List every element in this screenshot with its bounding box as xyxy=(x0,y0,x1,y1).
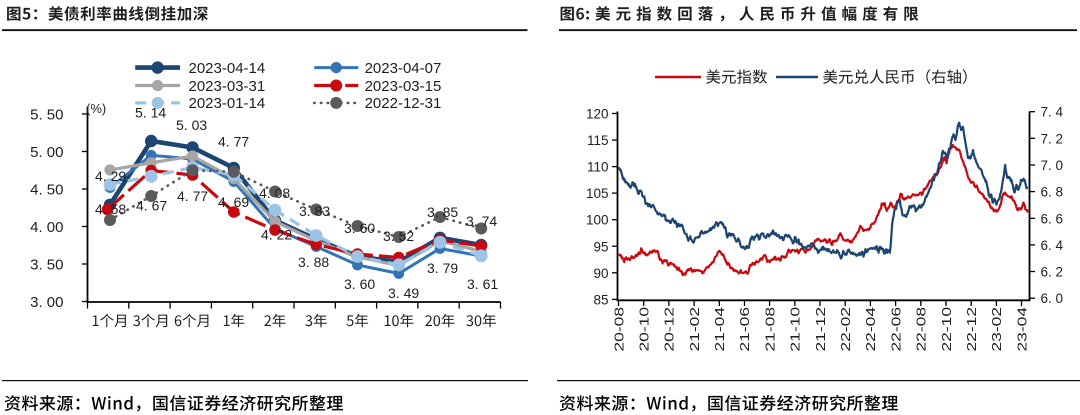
svg-text:4. 50: 4. 50 xyxy=(30,181,63,198)
svg-text:21-10: 21-10 xyxy=(788,307,803,352)
svg-text:22-12: 22-12 xyxy=(964,307,979,352)
svg-text:6. 4: 6. 4 xyxy=(1041,238,1064,253)
svg-text:2022-12-31: 2022-12-31 xyxy=(365,95,442,112)
svg-text:4. 29: 4. 29 xyxy=(95,168,126,184)
svg-text:22-02: 22-02 xyxy=(838,307,853,352)
svg-text:21-12: 21-12 xyxy=(813,307,828,352)
svg-text:22-06: 22-06 xyxy=(888,307,903,352)
svg-text:21-06: 21-06 xyxy=(737,307,752,352)
svg-text:5. 00: 5. 00 xyxy=(30,144,63,161)
svg-text:3. 60: 3. 60 xyxy=(344,276,375,292)
svg-text:3. 85: 3. 85 xyxy=(427,204,458,220)
svg-text:3. 61: 3. 61 xyxy=(467,276,498,292)
svg-text:21-04: 21-04 xyxy=(712,307,727,352)
svg-text:4. 58: 4. 58 xyxy=(95,201,126,217)
svg-text:4. 77: 4. 77 xyxy=(218,134,249,150)
svg-text:3. 83: 3. 83 xyxy=(299,203,330,219)
svg-text:20-10: 20-10 xyxy=(637,307,652,352)
svg-text:7. 2: 7. 2 xyxy=(1041,131,1064,146)
svg-text:4. 22: 4. 22 xyxy=(261,227,292,243)
svg-text:7. 4: 7. 4 xyxy=(1041,105,1064,120)
svg-text:4. 00: 4. 00 xyxy=(30,219,63,236)
svg-text:2023-03-15: 2023-03-15 xyxy=(365,78,442,95)
svg-text:3. 00: 3. 00 xyxy=(30,294,63,311)
svg-text:4. 67: 4. 67 xyxy=(136,198,167,214)
svg-text:3. 50: 3. 50 xyxy=(30,256,63,273)
svg-text:115: 115 xyxy=(587,133,609,148)
svg-text:6. 6: 6. 6 xyxy=(1041,211,1064,226)
svg-text:95: 95 xyxy=(593,239,608,254)
svg-text:20-08: 20-08 xyxy=(611,307,626,352)
svg-text:4. 77: 4. 77 xyxy=(177,188,208,204)
svg-text:3. 74: 3. 74 xyxy=(466,213,497,229)
svg-text:22-10: 22-10 xyxy=(939,307,954,352)
svg-text:7. 0: 7. 0 xyxy=(1041,158,1064,173)
svg-text:4. 69: 4. 69 xyxy=(218,194,249,210)
svg-text:4. 08: 4. 08 xyxy=(259,185,290,201)
svg-text:2023-04-14: 2023-04-14 xyxy=(189,60,266,77)
svg-text:85: 85 xyxy=(593,292,608,307)
svg-text:3. 79: 3. 79 xyxy=(427,260,458,276)
svg-text:6. 0: 6. 0 xyxy=(1041,291,1064,306)
svg-text:23-02: 23-02 xyxy=(989,307,1004,352)
svg-text:105: 105 xyxy=(586,186,609,201)
svg-text:(%): (%) xyxy=(86,101,106,116)
svg-text:21-08: 21-08 xyxy=(762,307,777,352)
svg-text:5. 50: 5. 50 xyxy=(30,106,63,123)
svg-text:3. 52: 3. 52 xyxy=(383,228,414,244)
svg-text:2023-04-07: 2023-04-07 xyxy=(365,60,442,77)
svg-text:3. 88: 3. 88 xyxy=(298,254,329,270)
svg-text:3. 60: 3. 60 xyxy=(344,220,375,236)
svg-text:100: 100 xyxy=(586,213,609,228)
svg-text:2023-01-14: 2023-01-14 xyxy=(189,95,266,112)
svg-text:120: 120 xyxy=(586,107,609,122)
svg-text:22-08: 22-08 xyxy=(914,307,929,352)
svg-text:22-04: 22-04 xyxy=(863,307,878,352)
svg-text:21-02: 21-02 xyxy=(687,307,702,352)
svg-text:6. 2: 6. 2 xyxy=(1041,265,1064,280)
svg-text:110: 110 xyxy=(587,160,609,175)
svg-text:90: 90 xyxy=(593,266,608,281)
svg-text:2023-03-31: 2023-03-31 xyxy=(189,78,266,95)
svg-text:5. 14: 5. 14 xyxy=(135,105,166,121)
svg-text:5. 03: 5. 03 xyxy=(176,117,207,133)
svg-text:6. 8: 6. 8 xyxy=(1041,185,1064,200)
svg-text:3. 49: 3. 49 xyxy=(388,285,419,301)
svg-text:23-04: 23-04 xyxy=(1014,307,1029,352)
svg-text:20-12: 20-12 xyxy=(662,307,677,352)
